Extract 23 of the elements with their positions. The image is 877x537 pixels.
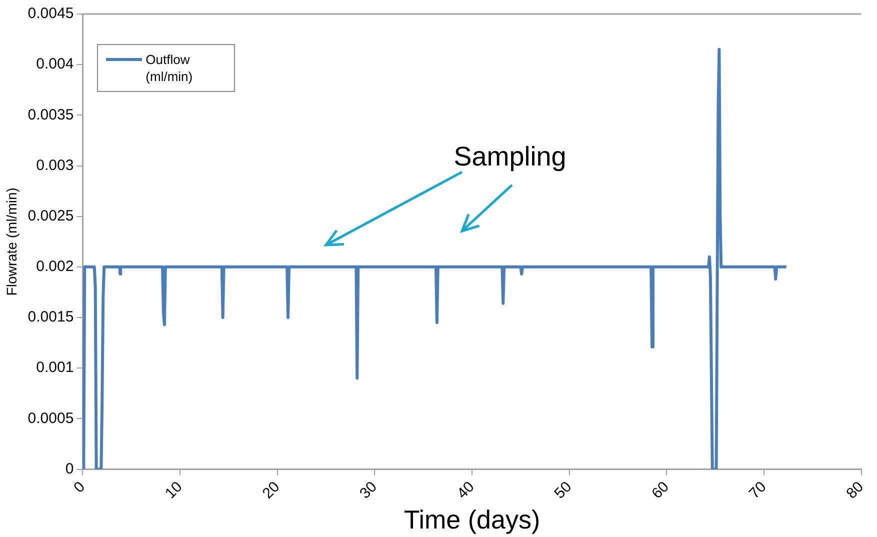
x-tick-label: 0 xyxy=(70,478,88,496)
y-tick-label: 0.0015 xyxy=(28,308,74,326)
x-axis-title: Time (days) xyxy=(404,504,540,535)
x-tick-label: 40 xyxy=(454,478,478,502)
y-tick-label: 0.001 xyxy=(36,359,74,376)
y-axis-title: Flowrate (ml/min) xyxy=(3,188,20,296)
x-tick-label: 30 xyxy=(356,478,380,502)
y-tick-label: 0.0025 xyxy=(28,207,74,224)
x-tick-label: 80 xyxy=(843,478,868,502)
x-tick-label: 10 xyxy=(162,478,186,502)
y-tick-label: 0 xyxy=(65,460,74,478)
x-tick-label: 60 xyxy=(648,478,672,502)
y-tick-label: 0.0005 xyxy=(28,410,74,427)
y-tick-label: 0.002 xyxy=(36,258,74,276)
y-tick-label: 0.0045 xyxy=(28,5,74,22)
legend-label: Outflow (ml/min) xyxy=(146,51,194,85)
y-tick-label: 0.003 xyxy=(36,156,74,174)
x-tick-label: 20 xyxy=(259,478,284,502)
y-tick-label: 0.0035 xyxy=(28,106,74,124)
x-tick-label: 50 xyxy=(551,478,576,502)
annotation: Sampling xyxy=(454,141,566,172)
y-tick-label: 0.004 xyxy=(36,56,74,73)
x-tick-label: 70 xyxy=(746,478,770,502)
